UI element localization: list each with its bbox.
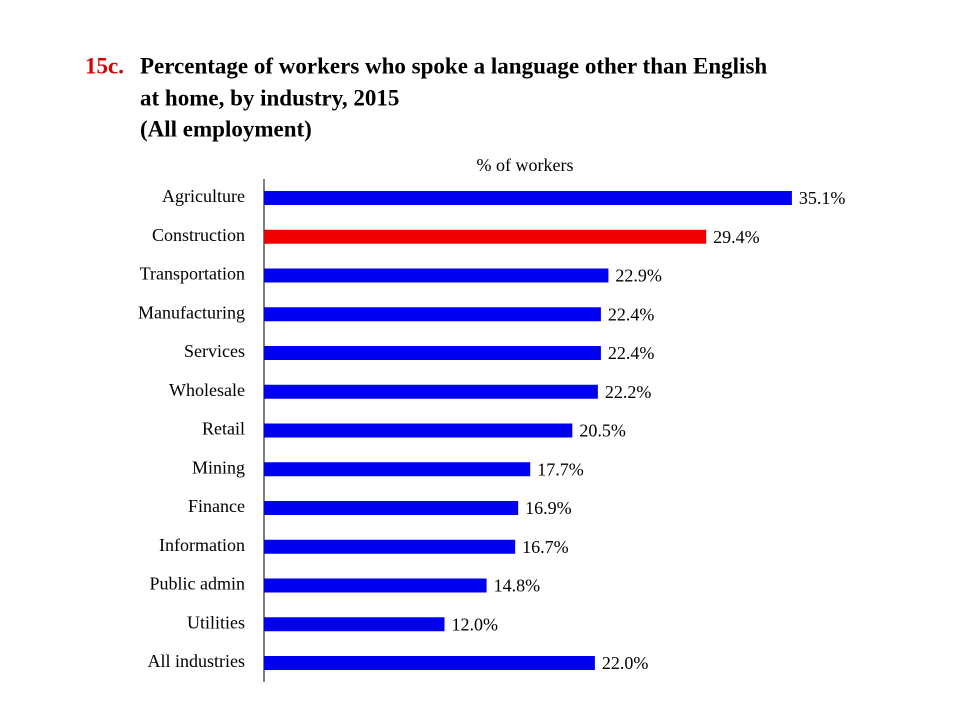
category-label: Wholesale <box>169 380 245 400</box>
value-label: 22.2% <box>605 382 652 402</box>
value-label: 29.4% <box>713 227 760 247</box>
bar <box>264 578 487 593</box>
value-label: 22.9% <box>615 266 662 286</box>
category-label: Manufacturing <box>138 302 245 322</box>
category-label: Construction <box>152 225 245 245</box>
category-label: All industries <box>148 651 246 671</box>
bar <box>264 617 445 632</box>
chart-title: Percentage of workers who spoke a langua… <box>140 53 767 78</box>
category-label: Transportation <box>140 264 245 284</box>
bar <box>264 501 519 515</box>
bar <box>264 656 595 670</box>
bar <box>264 307 601 322</box>
category-label: Services <box>184 341 245 361</box>
category-label: Mining <box>192 457 245 477</box>
chart-title: at home, by industry, 2015 <box>140 85 399 110</box>
value-label: 16.9% <box>525 498 572 518</box>
value-label: 22.4% <box>608 304 655 324</box>
bar <box>264 462 531 477</box>
bar <box>264 229 707 244</box>
title-number: 15c. <box>85 53 124 78</box>
bar <box>264 268 609 283</box>
bar <box>264 384 598 399</box>
category-label: Information <box>159 535 245 555</box>
category-label: Utilities <box>187 612 245 632</box>
value-label: 20.5% <box>579 421 626 441</box>
value-label: 35.1% <box>799 188 846 208</box>
chart-title: (All employment) <box>140 116 312 141</box>
bar <box>264 539 516 554</box>
value-label: 16.7% <box>522 537 569 557</box>
bar <box>264 346 601 360</box>
axis-label: % of workers <box>477 155 574 175</box>
category-label: Public admin <box>150 574 246 594</box>
category-label: Finance <box>188 496 245 516</box>
bar <box>264 423 573 438</box>
value-label: 14.8% <box>494 576 541 596</box>
bar <box>264 191 792 205</box>
value-label: 22.4% <box>608 343 655 363</box>
category-label: Retail <box>202 419 245 439</box>
category-label: Agriculture <box>162 186 245 206</box>
value-label: 12.0% <box>451 614 498 634</box>
value-label: 17.7% <box>537 459 584 479</box>
value-label: 22.0% <box>602 653 649 673</box>
